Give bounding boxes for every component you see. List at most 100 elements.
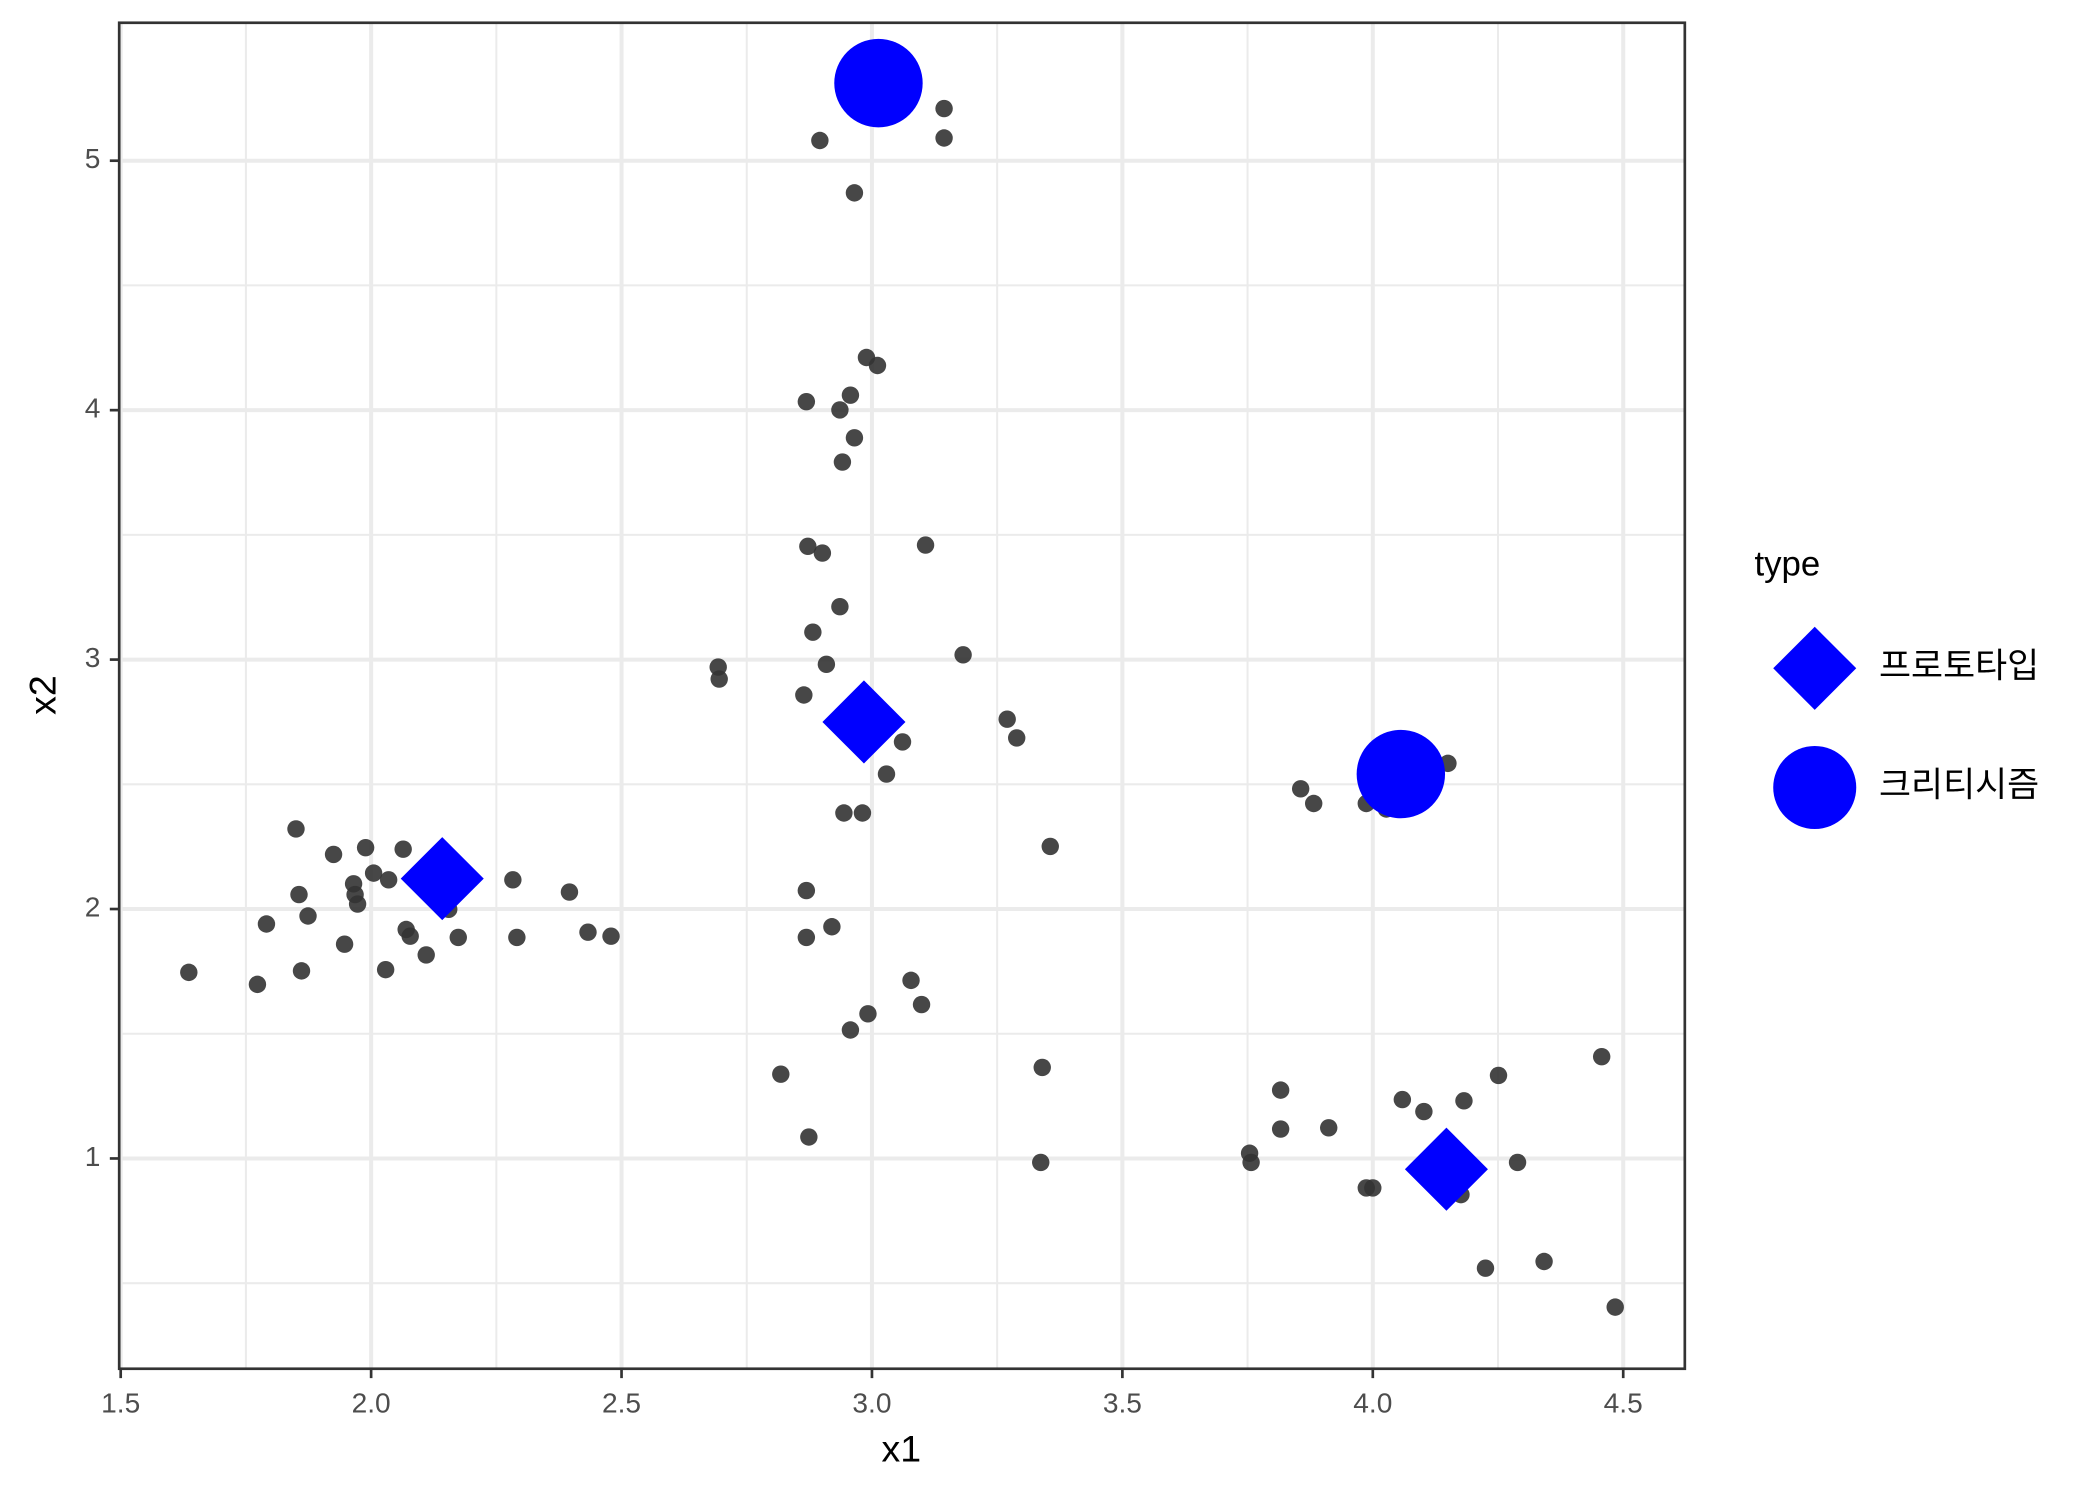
point: [935, 129, 953, 147]
point: [335, 935, 354, 953]
point: [394, 840, 412, 858]
point: [180, 963, 198, 982]
point: [1041, 837, 1059, 856]
point: [800, 1128, 818, 1146]
point: [417, 946, 435, 964]
point: [602, 927, 620, 945]
point: [292, 962, 311, 980]
legend-title: type: [1754, 545, 1820, 584]
point: [376, 960, 395, 979]
x-tick-label: 2.0: [352, 1387, 391, 1418]
x-tick-label: 1.5: [101, 1387, 140, 1418]
prototype-point: [400, 837, 484, 921]
y-tick-label: 5: [85, 143, 101, 174]
point: [893, 733, 912, 751]
point: [998, 710, 1016, 728]
legend-key: [1773, 626, 1857, 710]
point: [831, 401, 849, 419]
point: [348, 895, 367, 913]
point: [1489, 1066, 1508, 1085]
point: [868, 356, 887, 375]
point: [1033, 1058, 1051, 1077]
point: [799, 537, 817, 556]
criticism-point: [834, 38, 923, 128]
criticism-point: [1356, 729, 1446, 819]
x-axis-title: x1: [882, 1428, 922, 1470]
point: [504, 871, 522, 889]
point: [508, 928, 526, 947]
point: [1535, 1252, 1553, 1271]
point: [797, 392, 816, 411]
point: [1271, 1081, 1290, 1099]
y-tick-label: 2: [85, 891, 101, 922]
point: [257, 915, 276, 933]
point: [813, 544, 832, 562]
point: [797, 881, 816, 900]
point: [841, 1021, 860, 1039]
point: [1508, 1153, 1527, 1172]
point: [299, 907, 317, 925]
point: [1606, 1298, 1624, 1316]
point: [379, 871, 398, 889]
point: [795, 686, 813, 704]
point: [1592, 1047, 1611, 1066]
point: [1393, 1090, 1412, 1109]
point: [1007, 729, 1026, 747]
x-tick-label: 3.0: [852, 1387, 891, 1418]
legend-label: 크리티시즘: [1879, 766, 2039, 805]
point: [823, 918, 841, 936]
point: [1455, 1092, 1473, 1110]
point: [1320, 1119, 1338, 1137]
x-tick-label: 3.5: [1103, 1387, 1142, 1418]
point: [912, 995, 931, 1014]
point: [841, 386, 860, 404]
point: [1304, 794, 1323, 813]
point: [356, 838, 375, 857]
point: [1364, 1179, 1382, 1197]
legend-key: [1773, 745, 1857, 830]
point: [817, 655, 836, 674]
point: [845, 429, 864, 447]
point: [1271, 1120, 1290, 1138]
point: [710, 670, 728, 688]
point: [401, 927, 419, 945]
point: [916, 536, 935, 554]
point: [853, 804, 872, 822]
point: [1242, 1153, 1260, 1172]
point: [902, 971, 920, 990]
prototype-point: [1404, 1127, 1488, 1211]
point: [859, 1005, 877, 1023]
point: [935, 99, 953, 118]
point: [287, 820, 305, 838]
y-axis-title: x2: [21, 675, 63, 715]
point: [449, 928, 467, 947]
y-tick-label: 1: [85, 1141, 101, 1172]
prototype-point: [822, 680, 906, 764]
x-tick-label: 2.5: [602, 1387, 641, 1418]
point: [560, 883, 579, 901]
point: [364, 864, 383, 882]
panel-border: [117, 21, 1687, 1371]
point: [831, 598, 849, 616]
y-tick-label: 3: [85, 642, 101, 673]
point: [954, 646, 972, 664]
x-tick-label: 4.5: [1604, 1387, 1643, 1418]
plot-panel: [119, 22, 1685, 1369]
point: [811, 131, 829, 150]
point: [579, 923, 597, 941]
point: [248, 975, 267, 994]
x-tick-label: 4.0: [1353, 1387, 1392, 1418]
point: [1476, 1259, 1495, 1277]
point: [324, 845, 343, 864]
y-tick-label: 4: [85, 393, 101, 424]
point: [772, 1065, 790, 1083]
point: [1291, 780, 1310, 798]
point: [845, 184, 864, 202]
point: [833, 453, 852, 471]
legend-label: 프로토타입: [1879, 647, 2039, 686]
point: [804, 623, 822, 641]
point: [290, 885, 308, 904]
point: [1032, 1153, 1050, 1172]
point: [797, 928, 816, 947]
